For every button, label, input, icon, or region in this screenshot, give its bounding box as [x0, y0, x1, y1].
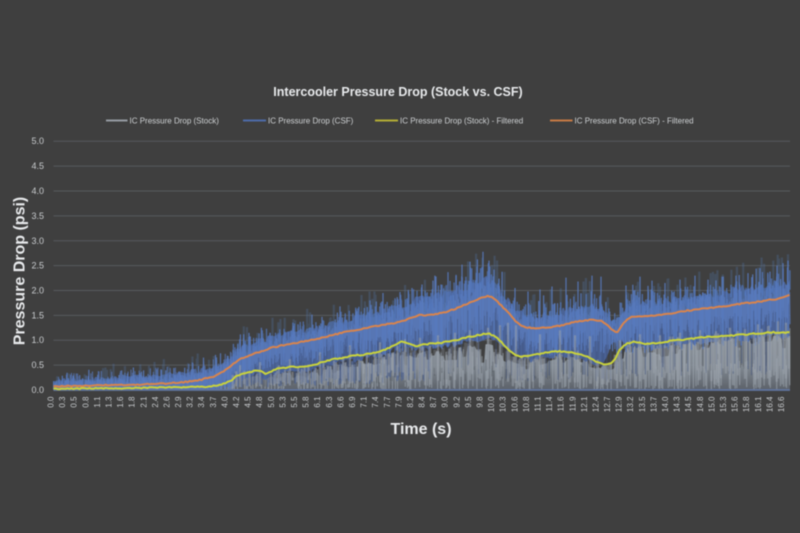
svg-text:8.4: 8.4	[418, 396, 427, 408]
svg-text:Time (s): Time (s)	[390, 421, 451, 438]
svg-text:5.3: 5.3	[278, 396, 287, 408]
svg-text:13.2: 13.2	[626, 396, 635, 412]
svg-text:14.0: 14.0	[661, 396, 670, 412]
svg-text:7.1: 7.1	[360, 396, 369, 408]
svg-text:7.9: 7.9	[394, 396, 403, 408]
svg-text:0.8: 0.8	[81, 396, 90, 408]
svg-text:1.5: 1.5	[31, 310, 44, 320]
svg-text:12.9: 12.9	[615, 396, 624, 412]
svg-text:1.0: 1.0	[31, 335, 44, 345]
svg-text:1.1: 1.1	[93, 396, 102, 408]
svg-text:11.6: 11.6	[557, 396, 566, 412]
svg-text:4.0: 4.0	[31, 186, 44, 196]
svg-text:3.5: 3.5	[31, 211, 44, 221]
svg-text:0.0: 0.0	[31, 385, 44, 395]
svg-text:5.5: 5.5	[290, 396, 299, 408]
svg-text:11.1: 11.1	[534, 396, 543, 412]
svg-text:3.0: 3.0	[31, 236, 44, 246]
svg-text:5.0: 5.0	[31, 136, 44, 146]
svg-text:15.0: 15.0	[707, 396, 716, 412]
svg-text:14.5: 14.5	[684, 396, 693, 412]
svg-text:3.2: 3.2	[186, 396, 195, 408]
svg-text:9.2: 9.2	[452, 396, 461, 408]
svg-text:1.3: 1.3	[105, 396, 114, 408]
svg-text:9.0: 9.0	[441, 396, 450, 408]
svg-text:7.4: 7.4	[371, 396, 380, 408]
svg-text:3.4: 3.4	[197, 396, 206, 408]
svg-text:16.6: 16.6	[777, 396, 786, 412]
svg-text:6.6: 6.6	[336, 396, 345, 408]
svg-text:5.8: 5.8	[302, 396, 311, 408]
svg-text:4.2: 4.2	[232, 396, 241, 408]
svg-text:IC Pressure Drop (CSF): IC Pressure Drop (CSF)	[268, 117, 354, 126]
svg-text:6.1: 6.1	[313, 396, 322, 408]
svg-text:2.6: 2.6	[162, 396, 171, 408]
svg-text:0.5: 0.5	[31, 360, 44, 370]
svg-text:16.4: 16.4	[765, 396, 774, 412]
svg-text:16.1: 16.1	[754, 396, 763, 412]
svg-text:15.6: 15.6	[731, 396, 740, 412]
svg-text:9.8: 9.8	[476, 396, 485, 408]
svg-text:5.0: 5.0	[267, 396, 276, 408]
svg-text:9.5: 9.5	[464, 396, 473, 408]
svg-text:4.8: 4.8	[255, 396, 264, 408]
svg-text:12.7: 12.7	[603, 396, 612, 412]
svg-text:0.5: 0.5	[70, 396, 79, 408]
svg-text:7.7: 7.7	[383, 396, 392, 408]
svg-text:15.8: 15.8	[742, 396, 751, 412]
svg-text:6.9: 6.9	[348, 396, 357, 408]
svg-text:10.6: 10.6	[510, 396, 519, 412]
svg-text:1.8: 1.8	[128, 396, 137, 408]
svg-text:6.3: 6.3	[325, 396, 334, 408]
svg-text:IC Pressure Drop (CSF) - Filte: IC Pressure Drop (CSF) - Filtered	[575, 117, 694, 126]
svg-text:8.2: 8.2	[406, 396, 415, 408]
svg-text:14.8: 14.8	[696, 396, 705, 412]
svg-text:4.0: 4.0	[220, 396, 229, 408]
svg-text:8.7: 8.7	[429, 396, 438, 408]
svg-text:13.7: 13.7	[649, 396, 658, 412]
svg-text:2.0: 2.0	[31, 286, 44, 296]
svg-text:0.3: 0.3	[58, 396, 67, 408]
svg-text:10.8: 10.8	[522, 396, 531, 412]
svg-text:2.5: 2.5	[31, 261, 44, 271]
svg-text:4.5: 4.5	[244, 396, 253, 408]
svg-text:12.4: 12.4	[592, 396, 601, 412]
svg-text:14.3: 14.3	[673, 396, 682, 412]
svg-text:3.7: 3.7	[209, 396, 218, 408]
svg-text:10.0: 10.0	[487, 396, 496, 412]
svg-text:IC Pressure Drop (Stock): IC Pressure Drop (Stock)	[130, 117, 220, 126]
svg-text:10.3: 10.3	[499, 396, 508, 412]
svg-text:2.4: 2.4	[151, 396, 160, 408]
svg-text:1.6: 1.6	[116, 396, 125, 408]
svg-text:15.3: 15.3	[719, 396, 728, 412]
svg-text:11.4: 11.4	[545, 396, 554, 412]
svg-text:4.5: 4.5	[31, 161, 44, 171]
svg-text:Intercooler Pressure Drop (Sto: Intercooler Pressure Drop (Stock vs. CSF…	[273, 85, 522, 99]
svg-text:0.0: 0.0	[47, 396, 56, 408]
svg-text:2.1: 2.1	[139, 396, 148, 408]
svg-text:13.5: 13.5	[638, 396, 647, 412]
svg-text:Pressure Drop (psi): Pressure Drop (psi)	[12, 197, 29, 345]
svg-text:11.9: 11.9	[568, 396, 577, 412]
svg-text:12.1: 12.1	[580, 396, 589, 412]
svg-text:IC Pressure Drop (Stock) - Fil: IC Pressure Drop (Stock) - Filtered	[400, 117, 523, 126]
svg-text:2.9: 2.9	[174, 396, 183, 408]
